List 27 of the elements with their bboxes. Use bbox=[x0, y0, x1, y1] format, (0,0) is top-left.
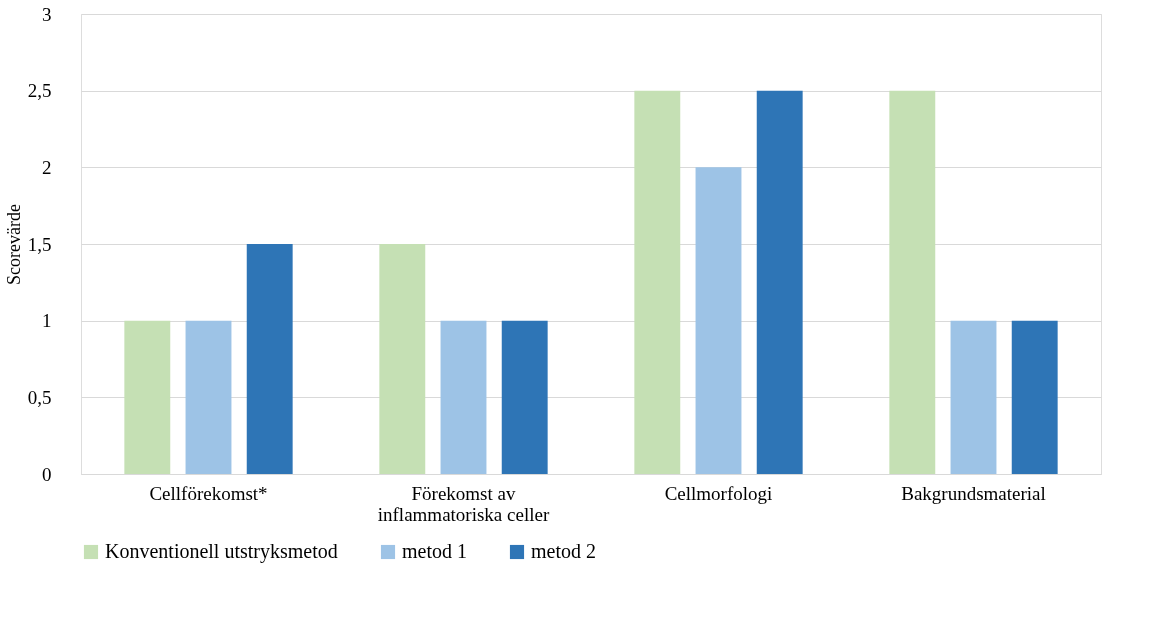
x-tick-label: Bakgrundsmaterial bbox=[901, 482, 1046, 504]
bar bbox=[379, 244, 426, 474]
y-tick-label: 2 bbox=[42, 156, 52, 178]
bar bbox=[1011, 320, 1058, 474]
bar bbox=[501, 320, 548, 474]
bar bbox=[440, 320, 487, 474]
y-tick-label: 2,5 bbox=[27, 80, 52, 102]
bar bbox=[634, 90, 681, 474]
legend-label: metod 1 bbox=[402, 540, 467, 562]
x-tick-label: Cellmorfologi bbox=[664, 482, 773, 504]
bar bbox=[950, 320, 997, 474]
bar bbox=[695, 167, 742, 474]
x-tick-label: Förekomst av inflammatoriska celler bbox=[377, 482, 550, 525]
y-tick-label: 0 bbox=[42, 463, 52, 485]
y-axis-title: Scorevärde bbox=[3, 204, 24, 285]
x-tick-label: Cellförekomst* bbox=[149, 482, 268, 504]
legend-label: metod 2 bbox=[531, 540, 596, 562]
legend-label: Konventionell utstryksmetod bbox=[105, 540, 338, 563]
y-tick-label: 3 bbox=[42, 3, 52, 25]
bar bbox=[246, 244, 293, 474]
y-tick-label: 0,5 bbox=[27, 386, 52, 408]
bar bbox=[185, 320, 232, 474]
y-tick-label: 1 bbox=[42, 310, 52, 332]
bar bbox=[889, 90, 936, 474]
bar bbox=[756, 90, 803, 474]
bar bbox=[124, 320, 171, 474]
y-tick-label: 1,5 bbox=[27, 233, 52, 255]
